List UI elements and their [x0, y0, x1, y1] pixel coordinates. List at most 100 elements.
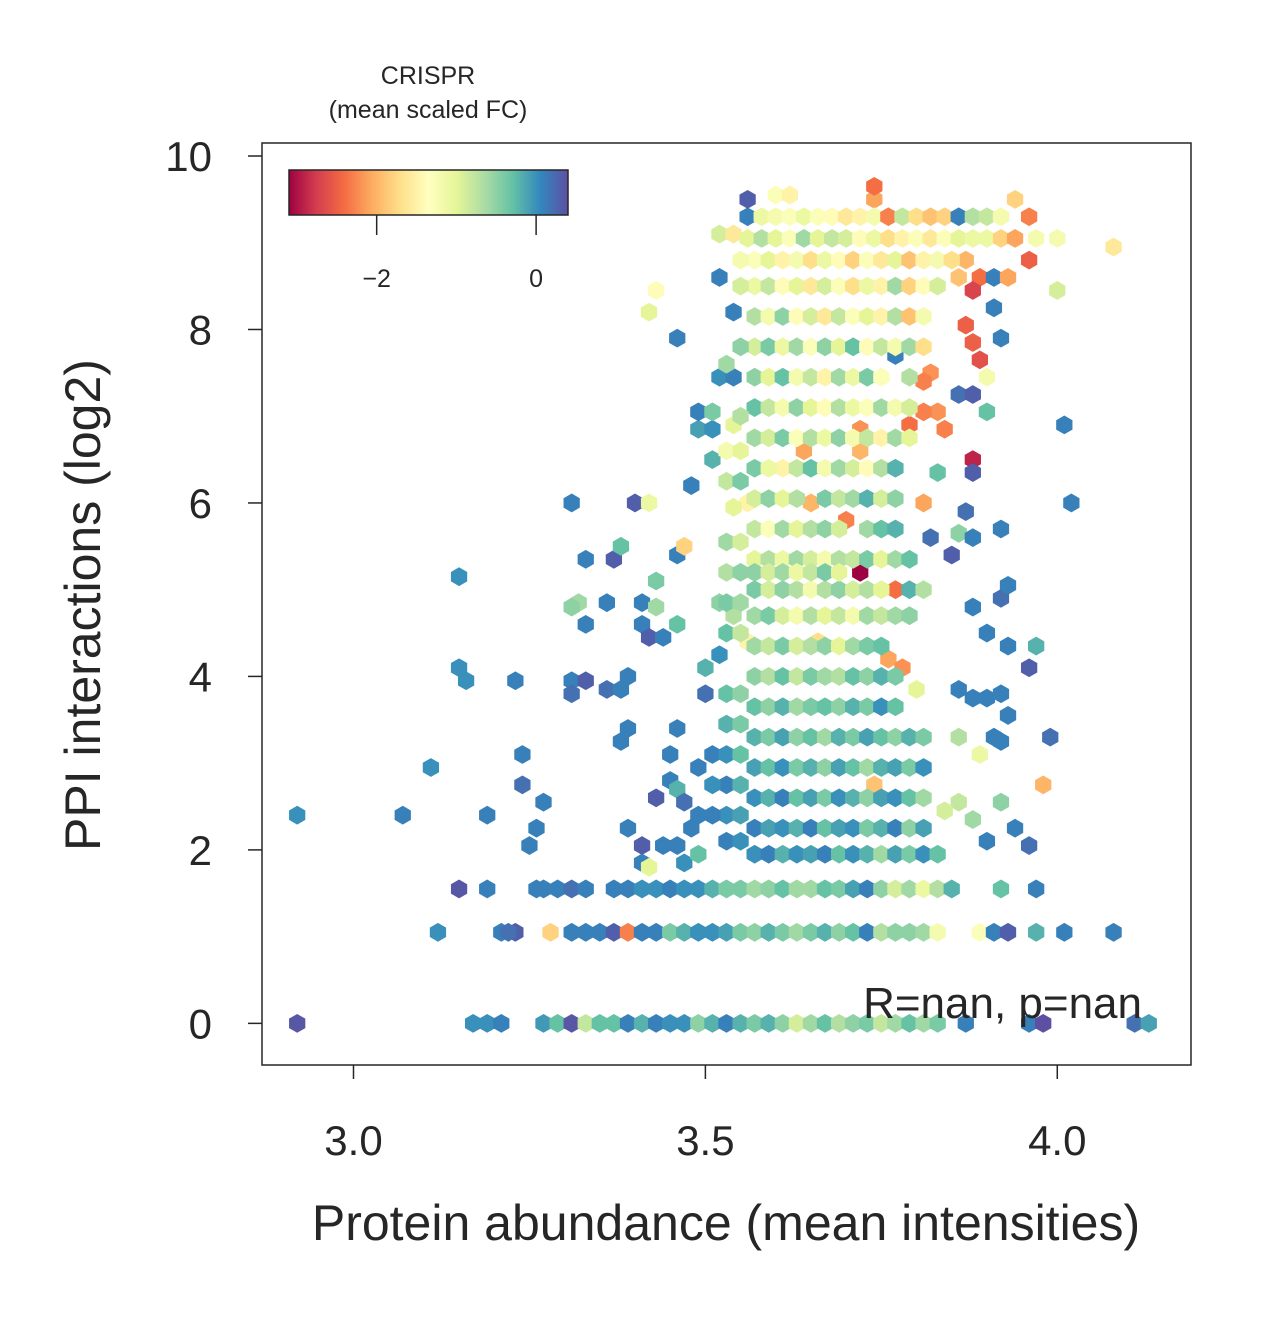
hexbin-cell — [887, 519, 904, 539]
hexbin-cell — [746, 367, 763, 387]
hexbin-cell — [802, 493, 820, 513]
hexbin-cell — [859, 606, 876, 626]
hexbin-cell — [964, 528, 981, 548]
hexbin-cell — [1006, 229, 1024, 248]
hexbin-cell — [845, 697, 862, 717]
hexbin-cell — [662, 745, 679, 764]
hexbin-cell — [901, 727, 918, 747]
hexbin-cell — [774, 276, 791, 296]
hexbin-cell — [943, 879, 960, 899]
hexbin-cell — [957, 1013, 974, 1033]
hexbin-cell — [697, 658, 714, 678]
hexbin-cell — [873, 1013, 890, 1033]
hexbin-cell — [746, 818, 763, 838]
hexbin-cell — [971, 922, 988, 942]
hexbin-cell — [732, 623, 749, 643]
hexbin-cell — [732, 471, 749, 491]
hexbin-cell — [999, 636, 1017, 656]
hexbin-cell — [1028, 229, 1045, 248]
hexbin-cell — [845, 337, 862, 357]
hexbin-cell — [873, 549, 890, 569]
hexbin-cell — [859, 276, 876, 296]
hexbin-cell — [915, 307, 932, 326]
hexbin-cell — [816, 549, 834, 569]
hexbin-cell — [760, 367, 777, 387]
hexbin-cell — [450, 567, 468, 587]
hexbin-cell — [788, 922, 806, 942]
hexbin-cell — [802, 844, 820, 864]
hexbin-cell — [774, 562, 791, 582]
hexbin-cell — [992, 229, 1010, 248]
hexbin-cell — [732, 684, 749, 704]
hexbin-cell — [845, 580, 862, 600]
hexbin-cell — [873, 844, 890, 864]
hexbin-cell — [802, 758, 820, 777]
hexbin-cell — [732, 276, 749, 296]
hexbin-cell — [830, 818, 848, 838]
hexbin-cell — [732, 775, 749, 795]
hexbin-cell — [866, 189, 883, 209]
hexbin-cell — [964, 281, 981, 300]
hexbin-cell — [788, 250, 806, 270]
hexbin-cell — [746, 580, 763, 600]
hexbin-cell — [577, 1013, 594, 1033]
hexbin-cell — [802, 697, 820, 717]
hexbin-cell — [563, 1013, 580, 1033]
hexbin-cell — [985, 268, 1003, 287]
hexbin-cell — [760, 307, 777, 326]
hexbin-cell — [514, 775, 531, 795]
hexbin-cell — [718, 593, 735, 613]
hexbin-cell — [901, 398, 918, 417]
hexbin-cell — [774, 428, 791, 448]
hexbin-cell — [915, 788, 932, 808]
hexbin-cell — [774, 1013, 791, 1033]
hexbin-cell — [929, 844, 946, 864]
hexbin-cell — [760, 697, 777, 717]
hexbin-cell — [873, 367, 890, 387]
hexbin-cell — [873, 458, 890, 478]
plot-frame — [261, 142, 1192, 1066]
hexbin-cell — [866, 775, 883, 795]
hexbin-cell — [669, 779, 686, 799]
hexbin-cell — [760, 458, 777, 478]
hexbin-cell — [880, 649, 897, 669]
hexbin-cell — [760, 636, 777, 656]
hexbin-cell — [1020, 1013, 1038, 1033]
hexbin-cell — [845, 818, 862, 838]
hexbin-cell — [873, 818, 890, 838]
hexbin-cell — [830, 697, 848, 717]
hexbin-cell — [845, 307, 862, 326]
hexbin-cell — [802, 519, 820, 539]
hexbin-cell — [887, 758, 904, 777]
hexbin-cell — [929, 879, 946, 899]
hexbin-cell — [465, 1013, 482, 1033]
hexbin-cell — [901, 606, 918, 626]
hexbin-cell — [901, 1013, 918, 1033]
hexbin-cell — [655, 836, 672, 855]
hexbin-cell — [936, 419, 953, 439]
hexbin-cell — [781, 185, 798, 205]
hexbin-cell — [936, 801, 953, 821]
hexbin-cell — [816, 818, 834, 838]
hexbin-cell — [887, 307, 904, 326]
hexbin-cell — [901, 367, 918, 387]
hexbin-cell — [704, 745, 721, 764]
hexbin-cell — [950, 792, 967, 812]
hexbin-cell — [915, 402, 932, 422]
hexbin-cell — [985, 298, 1003, 318]
hexbin-cell — [873, 727, 890, 747]
hexbin-cell — [830, 398, 848, 417]
hexbin-cell — [915, 758, 932, 777]
hexbin-cell — [774, 788, 791, 808]
hexbin-cell — [859, 458, 876, 478]
hexbin-cell — [964, 463, 981, 482]
hexbin-cell — [612, 536, 630, 556]
hexbin-cell — [746, 337, 763, 357]
hexbin-cell — [802, 879, 820, 899]
hexbin-cell — [859, 758, 876, 777]
hexbin-cell — [859, 519, 876, 539]
hexbin-cell — [479, 1013, 496, 1033]
hexbin-cell — [760, 922, 777, 942]
hexbin-cell — [957, 502, 974, 522]
hexbin-cell — [859, 367, 876, 387]
